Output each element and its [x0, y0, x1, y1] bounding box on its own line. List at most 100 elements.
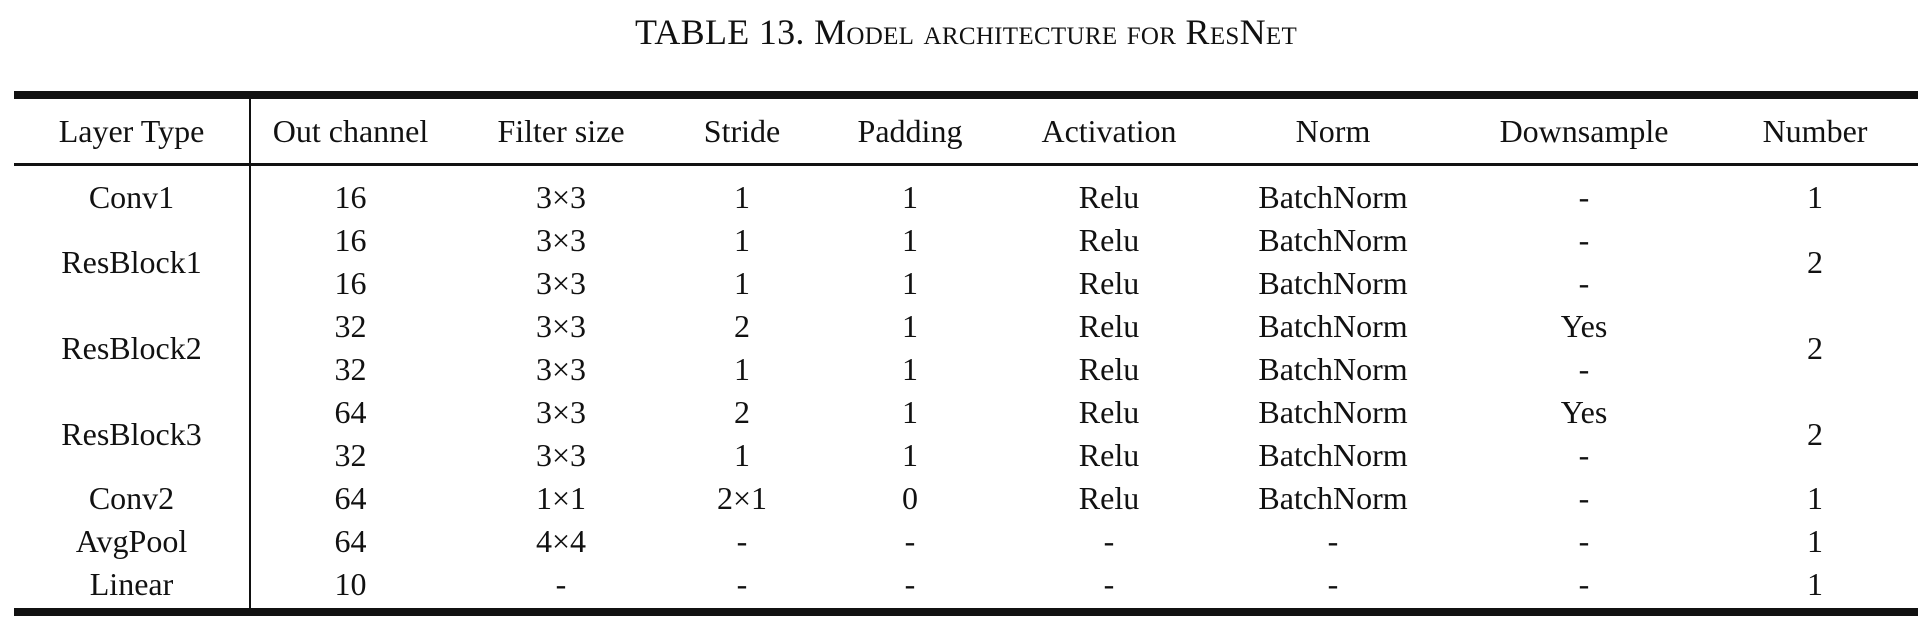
header-stride: Stride — [703, 112, 781, 149]
top-rule — [14, 91, 1918, 99]
table-row: Conv2 64 1×1 2×1 0 Relu BatchNorm - 1 — [14, 477, 1918, 520]
cell-activation: Relu — [1078, 480, 1140, 516]
cell-stride: 1 — [734, 222, 750, 258]
table-row: ResBlock3 64 3×3 2 1 Relu BatchNorm Yes 2 — [14, 391, 1918, 477]
cell-padding: 1 — [902, 351, 918, 387]
cell-layer-type: Conv2 — [14, 477, 251, 520]
cell-norm: BatchNorm — [1258, 480, 1408, 516]
cell-number: 1 — [1807, 480, 1823, 516]
cell-norm: - — [1327, 523, 1339, 559]
cell-norm: - — [1327, 566, 1339, 602]
data-table: Conv1 16 3×3 1 1 Relu BatchNorm - 1 ResBlock1 16 3×… — [14, 166, 1918, 608]
cell-padding: 1 — [902, 308, 918, 344]
cell-filter-size: 1×1 — [535, 480, 587, 516]
cell-activation: Relu — [1078, 222, 1140, 258]
cell-filter-size: 3×3 — [535, 394, 587, 430]
table-row: ResBlock1 16 3×3 1 1 Relu BatchNorm - 2 — [14, 219, 1918, 305]
header-number: Number — [1762, 112, 1868, 149]
cell-filter-size: 3×3 — [535, 437, 587, 473]
header-filter-size: Filter size — [497, 112, 625, 149]
cell-padding: - — [904, 566, 916, 602]
cell-activation: Relu — [1078, 437, 1140, 473]
table-row: ResBlock2 32 3×3 2 1 Relu BatchNorm Yes 2 — [14, 305, 1918, 391]
cell-downsample: - — [1578, 222, 1590, 258]
cell-filter-size: 3×3 — [535, 351, 587, 387]
cell-stride: 1 — [734, 351, 750, 387]
cell-out-channel: 64 — [334, 523, 367, 559]
cell-downsample: - — [1578, 480, 1590, 516]
cell-stride: 2 — [734, 394, 750, 430]
header-layer-type: Layer Type — [14, 99, 251, 163]
cell-layer-type: AvgPool — [14, 520, 251, 563]
table-body: Layer Type Out channel Filter size Strid… — [14, 99, 1918, 163]
cell-filter-size: 3×3 — [535, 222, 587, 258]
bottom-rule — [14, 608, 1918, 616]
cell-padding: 0 — [902, 480, 918, 516]
cell-activation: Relu — [1078, 394, 1140, 430]
cell-norm: BatchNorm — [1258, 179, 1408, 215]
header-padding: Padding — [857, 112, 963, 149]
cell-filter-size: - — [555, 566, 567, 602]
cell-downsample: - — [1578, 523, 1590, 559]
cell-activation: Relu — [1078, 351, 1140, 387]
cell-activation: Relu — [1078, 179, 1140, 215]
header-activation: Activation — [1041, 112, 1177, 149]
cell-out-channel: 32 — [334, 437, 367, 473]
cell-number: 2 — [1807, 243, 1823, 280]
cell-activation: - — [1103, 566, 1115, 602]
cell-padding: - — [904, 523, 916, 559]
cell-downsample: Yes — [1560, 394, 1608, 430]
cell-padding: 1 — [902, 265, 918, 301]
header-out-channel: Out channel — [272, 112, 429, 149]
cell-out-channel: 10 — [334, 566, 367, 602]
cell-out-channel: 16 — [334, 222, 367, 258]
header-row: Layer Type Out channel Filter size Strid… — [14, 99, 1918, 163]
cell-number: 1 — [1807, 566, 1823, 602]
table-row: AvgPool 64 4×4 - - - - - 1 — [14, 520, 1918, 563]
cell-filter-size: 3×3 — [535, 308, 587, 344]
cell-downsample: - — [1578, 351, 1590, 387]
cell-filter-size: 3×3 — [535, 265, 587, 301]
table-row: Conv1 16 3×3 1 1 Relu BatchNorm - 1 — [14, 166, 1918, 219]
cell-layer-type: ResBlock1 — [14, 219, 251, 305]
caption-label: TABLE 13. — [634, 12, 805, 52]
header-downsample: Downsample — [1499, 112, 1669, 149]
cell-norm: BatchNorm — [1258, 394, 1408, 430]
cell-filter-size: 3×3 — [535, 179, 587, 215]
cell-activation: Relu — [1078, 308, 1140, 344]
cell-padding: 1 — [902, 394, 918, 430]
cell-stride: 2 — [734, 308, 750, 344]
cell-out-channel: 16 — [334, 265, 367, 301]
cell-padding: 1 — [902, 222, 918, 258]
cell-stride: - — [736, 523, 748, 559]
cell-norm: BatchNorm — [1258, 265, 1408, 301]
header-rule — [14, 163, 1918, 166]
table-row: 16 3×3 1 1 Relu BatchNorm - — [14, 262, 1918, 305]
table-row: Linear 10 - - - - - - 1 — [14, 563, 1918, 608]
cell-number: 1 — [1807, 179, 1823, 215]
cell-downsample: - — [1578, 179, 1590, 215]
cell-stride: 1 — [734, 179, 750, 215]
cell-downsample: - — [1578, 566, 1590, 602]
cell-stride: 1 — [734, 437, 750, 473]
cell-padding: 1 — [902, 179, 918, 215]
cell-out-channel: 32 — [334, 351, 367, 387]
cell-activation: - — [1103, 523, 1115, 559]
cell-stride: - — [736, 566, 748, 602]
cell-norm: BatchNorm — [1258, 437, 1408, 473]
cell-norm: BatchNorm — [1258, 308, 1408, 344]
header-norm: Norm — [1295, 112, 1371, 149]
cell-filter-size: 4×4 — [535, 523, 587, 559]
cell-number: 2 — [1807, 415, 1823, 452]
cell-downsample: - — [1578, 265, 1590, 301]
caption-title: Model architecture for ResNet — [814, 12, 1298, 52]
cell-downsample: Yes — [1560, 308, 1608, 344]
cell-out-channel: 32 — [334, 308, 367, 344]
cell-layer-type: ResBlock2 — [14, 305, 251, 391]
cell-padding: 1 — [902, 437, 918, 473]
cell-out-channel: 16 — [334, 179, 367, 215]
table-caption: TABLE 13. Model architecture for ResNet — [0, 8, 1932, 56]
table-row: 32 3×3 1 1 Relu BatchNorm - — [14, 348, 1918, 391]
cell-layer-type: Linear — [14, 563, 251, 608]
cell-downsample: - — [1578, 437, 1590, 473]
